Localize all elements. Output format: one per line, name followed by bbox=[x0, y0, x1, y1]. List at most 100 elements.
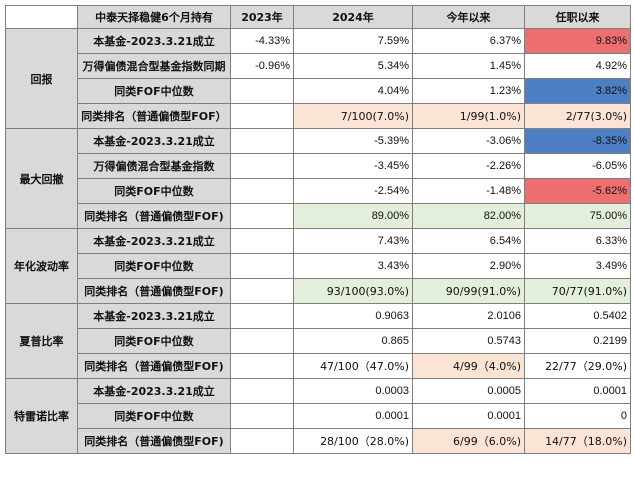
cell-ytd: 1.23% bbox=[412, 78, 525, 104]
cell-ytd: 6.54% bbox=[412, 228, 525, 254]
cell-tenure: 70/77(91.0%) bbox=[524, 278, 631, 304]
table-row: 同类FOF中位数 4.04% 1.23% 3.82% bbox=[6, 78, 631, 104]
group-label-volatility: 年化波动率 bbox=[5, 228, 78, 304]
cell-2024: 0.0001 bbox=[293, 403, 413, 429]
cell-ytd: 0.0001 bbox=[412, 403, 525, 429]
cell-ytd: 4/99（4.0%) bbox=[412, 353, 525, 379]
cell-2023 bbox=[230, 378, 294, 404]
cell-2023 bbox=[230, 78, 294, 104]
cell-2024: 0.865 bbox=[293, 328, 413, 354]
table-row: 夏普比率 本基金-2023.3.21成立 0.9063 2.0106 0.540… bbox=[5, 303, 631, 379]
table-row: 回报 本基金-2023.3.21成立 -4.33% 7.59% 6.37% 9.… bbox=[5, 28, 631, 129]
cell-2023 bbox=[230, 178, 294, 204]
group-label-treynor: 特雷诺比率 bbox=[5, 378, 78, 454]
row-label: 同类排名（普通偏债型FOF） bbox=[77, 103, 231, 129]
cell-2023 bbox=[230, 353, 294, 379]
row-label: 本基金-2023.3.21成立 bbox=[77, 228, 231, 254]
cell-2024: 0.0003 bbox=[293, 378, 413, 404]
cell-tenure: 22/77（29.0%) bbox=[524, 353, 631, 379]
cell-tenure: 4.92% bbox=[524, 53, 631, 79]
col-ytd-header: 今年以来 bbox=[412, 5, 525, 29]
row-label: 同类FOF中位数 bbox=[77, 403, 231, 429]
corner-cell bbox=[5, 5, 78, 29]
cell-tenure: 0.5402 bbox=[524, 303, 631, 329]
row-label: 同类排名（普通偏债型FOF) bbox=[77, 353, 231, 379]
cell-tenure: -6.05% bbox=[524, 153, 631, 179]
col-tenure-header: 任职以来 bbox=[524, 5, 631, 29]
table-row: 同类排名（普通偏债型FOF） 7/100(7.0%) 1/99(1.0%) 2/… bbox=[6, 103, 631, 129]
cell-2023 bbox=[230, 128, 294, 154]
cell-ytd: 0.5743 bbox=[412, 328, 525, 354]
cell-ytd: -3.06% bbox=[412, 128, 525, 154]
table-row: 同类FOF中位数 3.43% 2.90% 3.49% bbox=[6, 253, 631, 279]
cell-2024: 3.43% bbox=[293, 253, 413, 279]
cell-2023 bbox=[230, 428, 294, 454]
cell-2023 bbox=[230, 303, 294, 329]
row-label: 本基金-2023.3.21成立 bbox=[77, 303, 231, 329]
table-row: 万得偏债混合型基金指数同期 -0.96% 5.34% 1.45% 4.92% bbox=[6, 53, 631, 79]
cell-tenure: -8.35% bbox=[524, 128, 631, 154]
cell-2024: 4.04% bbox=[293, 78, 413, 104]
cell-2023 bbox=[230, 253, 294, 279]
row-label: 本基金-2023.3.21成立 bbox=[77, 28, 231, 54]
cell-tenure: 9.83% bbox=[524, 28, 631, 54]
cell-tenure: 6.33% bbox=[524, 228, 631, 254]
cell-tenure: 0 bbox=[524, 403, 631, 429]
row-label: 同类排名（普通偏债型FOF) bbox=[77, 278, 231, 304]
table-row: 同类FOF中位数 -2.54% -1.48% -5.62% bbox=[6, 178, 631, 204]
cell-2024: -2.54% bbox=[293, 178, 413, 204]
table-row: 特雷诺比率 本基金-2023.3.21成立 0.0003 0.0005 0.00… bbox=[5, 378, 631, 454]
cell-2024: 5.34% bbox=[293, 53, 413, 79]
cell-2023 bbox=[230, 278, 294, 304]
cell-tenure: -5.62% bbox=[524, 178, 631, 204]
cell-2023 bbox=[230, 403, 294, 429]
cell-2024: -3.45% bbox=[293, 153, 413, 179]
group-label-drawdown: 最大回撤 bbox=[5, 128, 78, 229]
group-label-sharpe: 夏普比率 bbox=[5, 303, 78, 379]
cell-tenure: 2/77(3.0%) bbox=[524, 103, 631, 129]
cell-2024: 7/100(7.0%) bbox=[293, 103, 413, 129]
table-row: 同类排名（普通偏债型FOF) 28/100（28.0%) 6/99（6.0%) … bbox=[6, 428, 631, 454]
cell-2024: 47/100（47.0%) bbox=[293, 353, 413, 379]
row-label: 同类排名（普通偏债型FOF) bbox=[77, 428, 231, 454]
cell-ytd: 1.45% bbox=[412, 53, 525, 79]
cell-ytd: 82.00% bbox=[412, 203, 525, 229]
fund-name-header: 中泰天择稳健6个月持有 bbox=[77, 5, 231, 29]
cell-2024: 7.43% bbox=[293, 228, 413, 254]
fund-performance-table: 中泰天择稳健6个月持有 2023年 2024年 今年以来 任职以来 回报 本基金… bbox=[5, 5, 631, 454]
cell-tenure: 3.82% bbox=[524, 78, 631, 104]
cell-2023 bbox=[230, 228, 294, 254]
cell-2023 bbox=[230, 153, 294, 179]
cell-ytd: 2.0106 bbox=[412, 303, 525, 329]
row-label: 同类FOF中位数 bbox=[77, 78, 231, 104]
table-row: 同类排名（普通偏债型FOF) 93/100(93.0%) 90/99(91.0%… bbox=[6, 278, 631, 304]
cell-ytd: 6.37% bbox=[412, 28, 525, 54]
cell-ytd: -1.48% bbox=[412, 178, 525, 204]
table-row: 同类排名（普通偏债型FOF) 47/100（47.0%) 4/99（4.0%) … bbox=[6, 353, 631, 379]
cell-tenure: 0.2199 bbox=[524, 328, 631, 354]
table-row: 年化波动率 本基金-2023.3.21成立 7.43% 6.54% 6.33% bbox=[5, 228, 631, 304]
row-label: 本基金-2023.3.21成立 bbox=[77, 128, 231, 154]
cell-tenure: 0.0001 bbox=[524, 378, 631, 404]
group-label-return: 回报 bbox=[5, 28, 78, 129]
col-2023-header: 2023年 bbox=[230, 5, 294, 29]
cell-2023 bbox=[230, 328, 294, 354]
row-label: 同类排名（普通偏债型FOF) bbox=[77, 203, 231, 229]
cell-2023 bbox=[230, 103, 294, 129]
cell-ytd: 0.0005 bbox=[412, 378, 525, 404]
cell-2024: 28/100（28.0%) bbox=[293, 428, 413, 454]
header-row: 中泰天择稳健6个月持有 2023年 2024年 今年以来 任职以来 bbox=[5, 5, 631, 29]
row-label: 万得偏债混合型基金指数 bbox=[77, 153, 231, 179]
cell-2024: -5.39% bbox=[293, 128, 413, 154]
table-row: 同类排名（普通偏债型FOF) 89.00% 82.00% 75.00% bbox=[6, 203, 631, 229]
table-row: 同类FOF中位数 0.0001 0.0001 0 bbox=[6, 403, 631, 429]
cell-2024: 0.9063 bbox=[293, 303, 413, 329]
cell-ytd: 1/99(1.0%) bbox=[412, 103, 525, 129]
cell-2023 bbox=[230, 203, 294, 229]
cell-ytd: 2.90% bbox=[412, 253, 525, 279]
cell-2024: 89.00% bbox=[293, 203, 413, 229]
cell-tenure: 3.49% bbox=[524, 253, 631, 279]
cell-ytd: 6/99（6.0%) bbox=[412, 428, 525, 454]
cell-tenure: 75.00% bbox=[524, 203, 631, 229]
row-label: 同类FOF中位数 bbox=[77, 253, 231, 279]
